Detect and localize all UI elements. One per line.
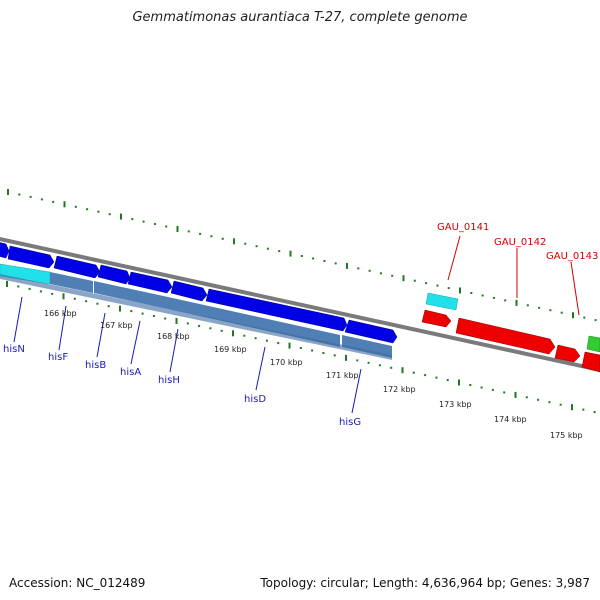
- his-operon-genes: [0, 242, 398, 344]
- feature-steelblue-segment-1: [50, 272, 93, 293]
- gene-box-cyan: [425, 292, 459, 311]
- scale-label: 173 kbp: [439, 400, 472, 409]
- scale-labels: 166 kbp 167 kbp 168 kbp 169 kbp 170 kbp …: [44, 309, 583, 440]
- gene-arrow-GAU_0143: [554, 344, 581, 363]
- scale-label: 170 kbp: [270, 358, 303, 367]
- gene-arrow-red-edge: [581, 351, 600, 373]
- scale-label: 174 kbp: [494, 415, 527, 424]
- gene-arrow-hisH: [127, 271, 173, 294]
- gene-label-hisB: hisB: [85, 360, 106, 371]
- scale-label: 171 kbp: [326, 371, 359, 380]
- feature-steelblue-segment-4: [342, 335, 392, 358]
- accession-label: Accession: NC_012489: [9, 576, 146, 590]
- gene-label-GAU_0142: GAU_0142: [494, 237, 546, 248]
- feature-band-shade: [0, 274, 392, 360]
- gene-label-GAU_0141: GAU_0141: [437, 222, 489, 233]
- scale-label: 172 kbp: [383, 385, 416, 394]
- gene-arrow-hisG: [344, 319, 398, 344]
- scale-label: 166 kbp: [44, 309, 77, 318]
- genome-backbone: [0, 237, 600, 372]
- genome-summary: Topology: circular; Length: 4,636,964 bp…: [260, 576, 590, 590]
- gene-arrow-hisB: [53, 255, 101, 279]
- gene-arrow-hisN: [0, 242, 10, 259]
- feature-band: [0, 263, 392, 360]
- upper-tick-track: [7, 189, 597, 322]
- scale-label: 175 kbp: [550, 431, 583, 440]
- gau-genes: [421, 292, 600, 373]
- gene-arrow-hisI: [170, 280, 208, 302]
- gene-label-hisH: hisH: [158, 375, 180, 386]
- scale-label: 168 kbp: [157, 332, 190, 341]
- gene-arrow-GAU_0142: [455, 317, 556, 355]
- gene-arrow-hisD: [205, 288, 348, 332]
- scale-label: 169 kbp: [214, 345, 247, 354]
- gene-arrow-hisF: [7, 245, 55, 269]
- gene-arrow-GAU_0141: [421, 309, 452, 328]
- label-leaders: [13, 235, 580, 414]
- map-title: Gemmatimonas aurantiaca T-27, complete g…: [132, 10, 468, 25]
- gene-box-green: [586, 335, 600, 353]
- gene-label-hisF: hisF: [48, 352, 68, 363]
- gene-arrow-hisA: [97, 264, 131, 285]
- gene-label-hisN: hisN: [3, 344, 25, 355]
- gene-label-hisD: hisD: [244, 394, 266, 405]
- gene-label-GAU_0143: GAU_0143: [546, 251, 598, 262]
- feature-steelblue-segment-3: [168, 297, 340, 347]
- feature-steelblue-segment-2: [94, 281, 168, 309]
- lower-tick-track: [6, 281, 596, 414]
- gene-label-hisG: hisG: [339, 417, 361, 428]
- gene-label-hisA: hisA: [120, 367, 141, 378]
- gene-labels: hisN hisF hisB hisA hisH hisD hisG GAU_0…: [3, 222, 598, 428]
- scale-label: 167 kbp: [100, 321, 133, 330]
